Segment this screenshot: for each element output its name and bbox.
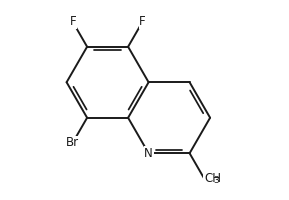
- Text: CH: CH: [204, 172, 221, 185]
- Text: Br: Br: [66, 136, 79, 149]
- Text: N: N: [144, 147, 153, 160]
- Text: F: F: [69, 15, 76, 28]
- Text: F: F: [139, 15, 146, 28]
- Text: 3: 3: [213, 176, 219, 185]
